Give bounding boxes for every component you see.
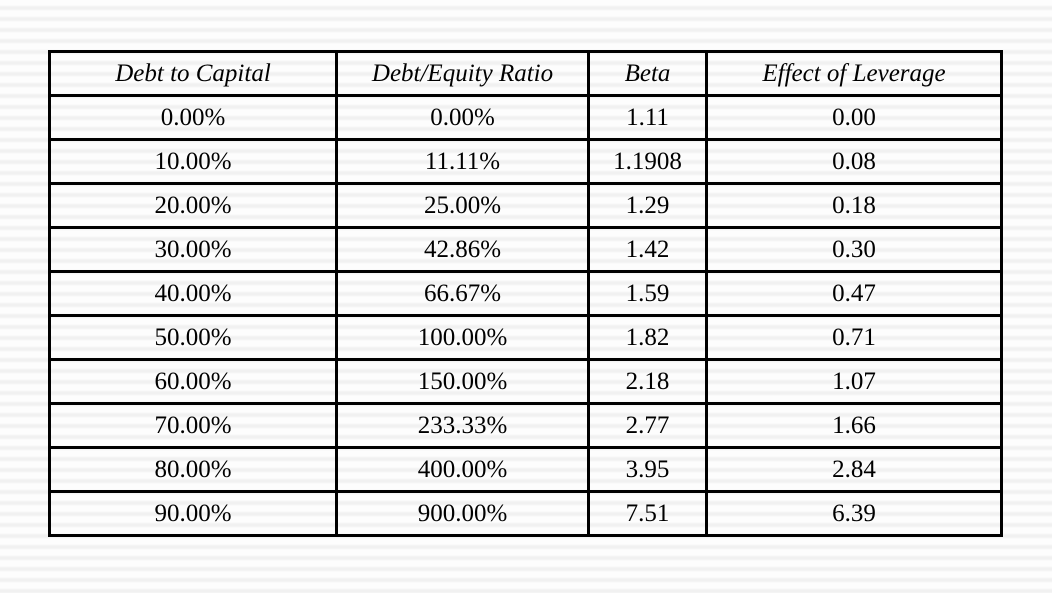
table-cell: 1.59 [587, 270, 708, 317]
table-cell: 30.00% [48, 226, 338, 273]
table-body: 0.00% 0.00% 1.11 0.00 10.00% 11.11% 1.1908 0.08… [48, 94, 1003, 537]
table-row: 50.00% 100.00% 1.82 0.71 [48, 314, 1003, 361]
table-cell: 2.18 [587, 358, 708, 405]
table-cell: 60.00% [48, 358, 338, 405]
table-cell: 1.42 [587, 226, 708, 273]
table-cell: 2.77 [587, 402, 708, 449]
table-cell: 100.00% [335, 314, 590, 361]
table-cell: 40.00% [48, 270, 338, 317]
table-row: 40.00% 66.67% 1.59 0.47 [48, 270, 1003, 317]
table-cell: 66.67% [335, 270, 590, 317]
table-cell: 400.00% [335, 446, 590, 493]
table-row: 0.00% 0.00% 1.11 0.00 [48, 94, 1003, 141]
table-cell: 0.47 [705, 270, 1003, 317]
table-cell: 20.00% [48, 182, 338, 229]
table-cell: 0.00% [48, 94, 338, 141]
table-row: 30.00% 42.86% 1.42 0.30 [48, 226, 1003, 273]
table-cell: 0.00 [705, 94, 1003, 141]
table-cell: 10.00% [48, 138, 338, 185]
col-header-debt-equity-ratio: Debt/Equity Ratio [335, 50, 590, 97]
table-cell: 70.00% [48, 402, 338, 449]
col-header-debt-to-capital: Debt to Capital [48, 50, 338, 97]
table-cell: 11.11% [335, 138, 590, 185]
table-cell: 233.33% [335, 402, 590, 449]
table-cell: 3.95 [587, 446, 708, 493]
table-cell: 6.39 [705, 490, 1003, 537]
table-cell: 90.00% [48, 490, 338, 537]
table-cell: 0.00% [335, 94, 590, 141]
table-cell: 0.08 [705, 138, 1003, 185]
col-header-effect-of-leverage: Effect of Leverage [705, 50, 1003, 97]
table-cell: 0.30 [705, 226, 1003, 273]
table-cell: 1.66 [705, 402, 1003, 449]
table-cell: 1.1908 [587, 138, 708, 185]
table-cell: 900.00% [335, 490, 590, 537]
col-header-beta: Beta [587, 50, 708, 97]
table-cell: 2.84 [705, 446, 1003, 493]
table-row: 60.00% 150.00% 2.18 1.07 [48, 358, 1003, 405]
table-cell: 0.71 [705, 314, 1003, 361]
table-row: 90.00% 900.00% 7.51 6.39 [48, 490, 1003, 537]
table-row: 80.00% 400.00% 3.95 2.84 [48, 446, 1003, 493]
table-cell: 1.82 [587, 314, 708, 361]
table-cell: 150.00% [335, 358, 590, 405]
table-cell: 80.00% [48, 446, 338, 493]
table-row: 10.00% 11.11% 1.1908 0.08 [48, 138, 1003, 185]
table-cell: 25.00% [335, 182, 590, 229]
table-row: 20.00% 25.00% 1.29 0.18 [48, 182, 1003, 229]
leverage-effect-table: Debt to Capital Debt/Equity Ratio Beta E… [48, 50, 1003, 537]
table-cell: 1.29 [587, 182, 708, 229]
table-row: 70.00% 233.33% 2.77 1.66 [48, 402, 1003, 449]
table-cell: 50.00% [48, 314, 338, 361]
table-cell: 1.11 [587, 94, 708, 141]
table-cell: 1.07 [705, 358, 1003, 405]
table-header-row: Debt to Capital Debt/Equity Ratio Beta E… [48, 50, 1003, 97]
table-cell: 7.51 [587, 490, 708, 537]
table-cell: 0.18 [705, 182, 1003, 229]
table-cell: 42.86% [335, 226, 590, 273]
